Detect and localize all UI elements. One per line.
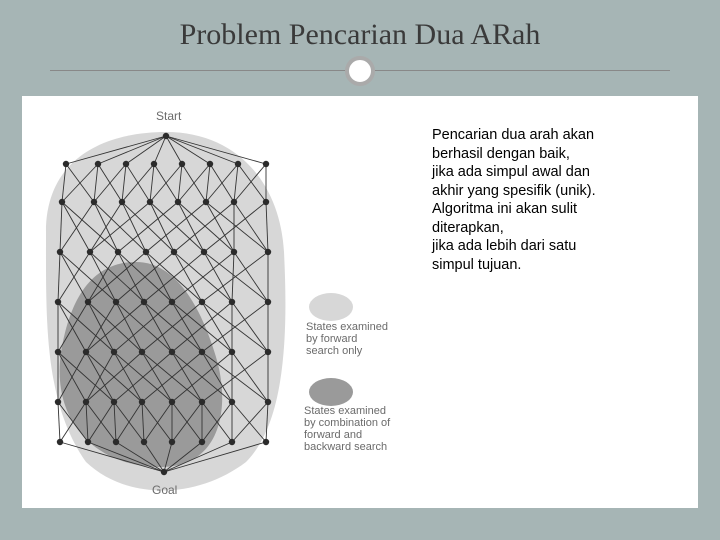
body-line: berhasil dengan baik, [432, 145, 682, 164]
body-line: Algoritma ini akan sulit [432, 200, 682, 219]
goal-label: Goal [152, 483, 177, 497]
start-label: Start [156, 109, 182, 123]
body-line: jika ada lebih dari satu [432, 237, 682, 256]
body-line: Pencarian dua arah akan [432, 126, 682, 145]
slide-title: Problem Pencarian Dua ARah [0, 18, 720, 52]
slide: Problem Pencarian Dua ARah Start Goal Stat… [0, 0, 720, 540]
body-line: diterapkan, [432, 219, 682, 238]
diagram-container: Start Goal States examinedby forwardsearch… [22, 96, 422, 508]
legend-swatch-dark [309, 378, 353, 406]
description-text: Pencarian dua arah akan berhasil dengan … [422, 96, 698, 508]
title-circle-accent [345, 56, 375, 86]
bidirectional-search-diagram: Start Goal States examinedby forwardsearch… [26, 102, 421, 502]
legend-swatch-light [309, 293, 353, 321]
legend-forward-text: States examinedby forwardsearch only [306, 321, 388, 357]
content-panel: Start Goal States examinedby forwardsearch… [22, 96, 698, 508]
legend-combined-text: States examinedby combination offorward … [304, 405, 391, 453]
body-line: simpul tujuan. [432, 256, 682, 275]
body-line: jika ada simpul awal dan [432, 163, 682, 182]
body-line: akhir yang spesifik (unik). [432, 182, 682, 201]
